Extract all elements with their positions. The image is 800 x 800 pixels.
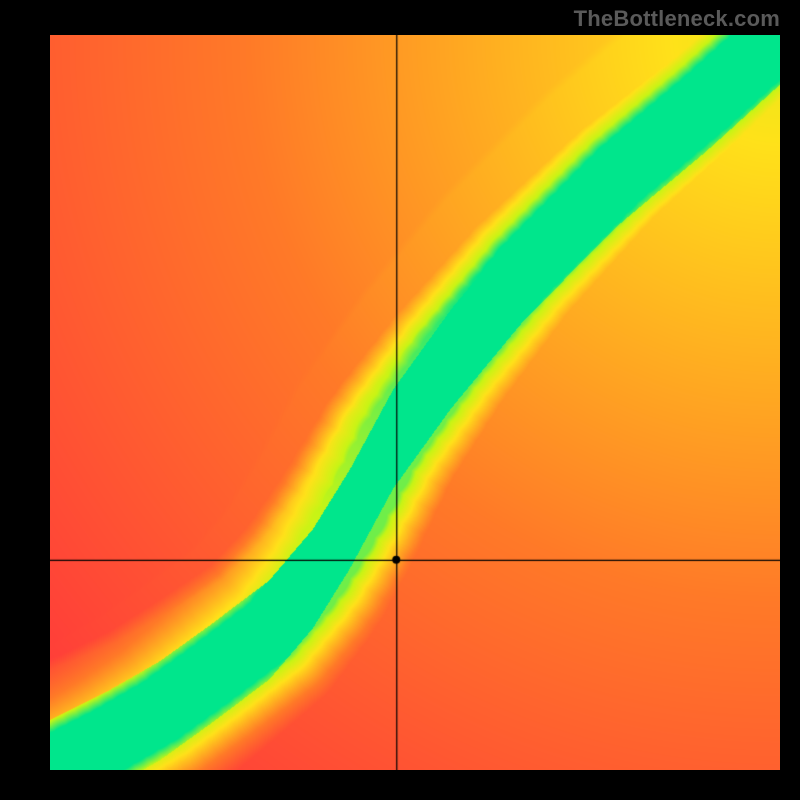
watermark-label: TheBottleneck.com: [574, 6, 780, 32]
bottleneck-heatmap: [50, 35, 780, 770]
chart-frame: TheBottleneck.com: [0, 0, 800, 800]
